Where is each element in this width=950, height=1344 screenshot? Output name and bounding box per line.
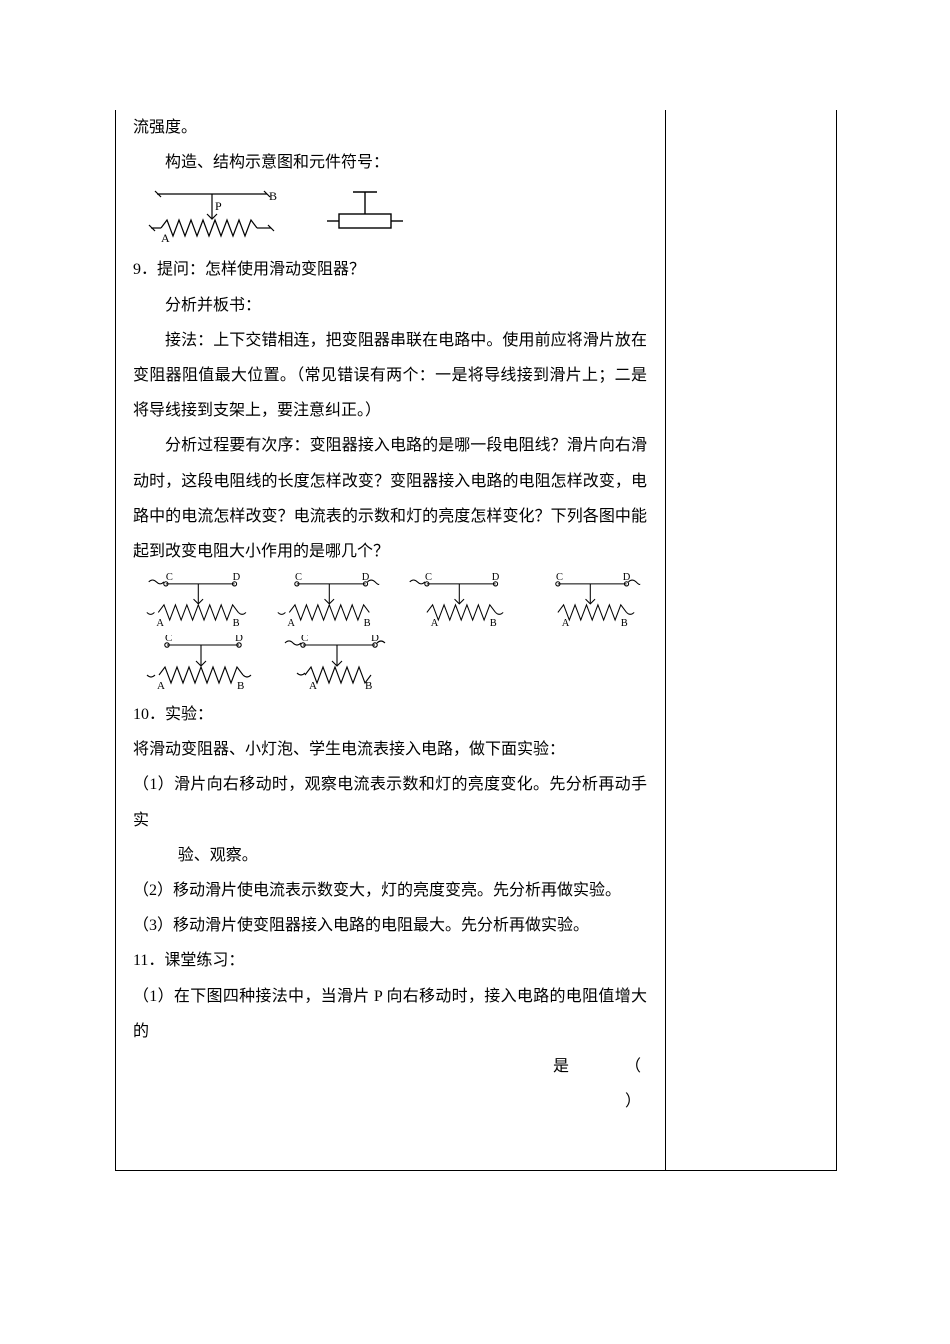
q10-3: （3）移动滑片使变阻器接入电路的电阻最大。先分析再做实验。: [133, 908, 647, 943]
svg-text:A: A: [156, 618, 164, 629]
rheostat-diagram-block: P B A: [147, 186, 647, 244]
svg-text:D: D: [361, 573, 369, 583]
svg-text:A: A: [561, 618, 569, 629]
svg-text:B: B: [365, 680, 372, 691]
label-a-bottom: A: [161, 231, 170, 244]
q10-2: （2）移动滑片使电流表示数变大，灯的亮度变亮。先分析再做实验。: [133, 873, 647, 908]
svg-text:A: A: [309, 680, 317, 691]
svg-text:D: D: [233, 573, 241, 583]
q9-heading: 9．提问：怎样使用滑动变阻器？: [133, 252, 647, 287]
q11-1c: ）: [133, 1084, 647, 1119]
q11-heading: 11．课堂练习：: [133, 943, 647, 978]
svg-text:D: D: [235, 635, 243, 644]
q9-method: 接法：上下交错相连，把变阻器串联在电路中。使用前应将滑片放在变阻器阻值最大位置。…: [133, 323, 647, 429]
svg-text:D: D: [622, 573, 630, 583]
q10-intro: 将滑动变阻器、小灯泡、学生电流表接入电路，做下面实验：: [133, 732, 647, 767]
svg-text:C: C: [301, 635, 308, 644]
variant-5-svg: C D A B: [143, 635, 261, 691]
q9-process: 分析过程要有次序：变阻器接入电路的是哪一段电阻线？滑片向右滑动时，这段电阻线的长…: [133, 428, 647, 569]
diagram-row-1: C D A B C D A B: [143, 573, 647, 629]
svg-text:B: B: [620, 618, 627, 629]
svg-text:C: C: [165, 635, 172, 644]
q9-analyze: 分析并板书：: [133, 288, 647, 323]
svg-text:C: C: [555, 573, 562, 583]
svg-text:C: C: [425, 573, 432, 583]
svg-text:D: D: [492, 573, 500, 583]
svg-text:C: C: [294, 573, 301, 583]
svg-text:B: B: [363, 618, 370, 629]
variant-4-svg: C D A B: [535, 573, 648, 629]
svg-text:B: B: [490, 618, 497, 629]
variant-3-svg: C D A B: [404, 573, 517, 629]
variant-2-svg: C D A B: [274, 573, 387, 629]
svg-text:A: A: [157, 680, 165, 691]
label-p: P: [215, 199, 222, 213]
svg-text:B: B: [233, 618, 240, 629]
q10-heading: 10．实验：: [133, 697, 647, 732]
svg-text:D: D: [371, 635, 379, 644]
q11-1b: 是 （: [133, 1049, 647, 1084]
svg-text:B: B: [237, 680, 244, 691]
svg-text:A: A: [431, 618, 439, 629]
q10-1: （1）滑片向右移动时，观察电流表示数和灯的亮度变化。先分析再动手实: [133, 767, 647, 837]
continuation-line: 流强度。: [133, 110, 647, 145]
page: 流强度。 构造、结构示意图和元件符号：: [0, 0, 950, 1344]
variant-6-svg: C D A B: [279, 635, 397, 691]
variant-1-svg: C D A B: [143, 573, 256, 629]
structure-line: 构造、结构示意图和元件符号：: [133, 145, 647, 180]
column-divider: [665, 110, 666, 1170]
q11-1a: （1）在下图四种接法中，当滑片 P 向右移动时，接入电路的电阻值增大的: [133, 979, 647, 1049]
main-content-column: 流强度。 构造、结构示意图和元件符号：: [125, 110, 655, 1170]
rheostat-symbol-svg: [325, 186, 405, 244]
rheostat-structure-svg: P B A: [147, 186, 297, 244]
svg-text:C: C: [166, 573, 173, 583]
label-b-top: B: [269, 189, 277, 203]
q10-1b: 验、观察。: [133, 838, 647, 873]
diagram-row-2: C D A B C D A: [143, 635, 647, 691]
svg-text:A: A: [287, 618, 295, 629]
